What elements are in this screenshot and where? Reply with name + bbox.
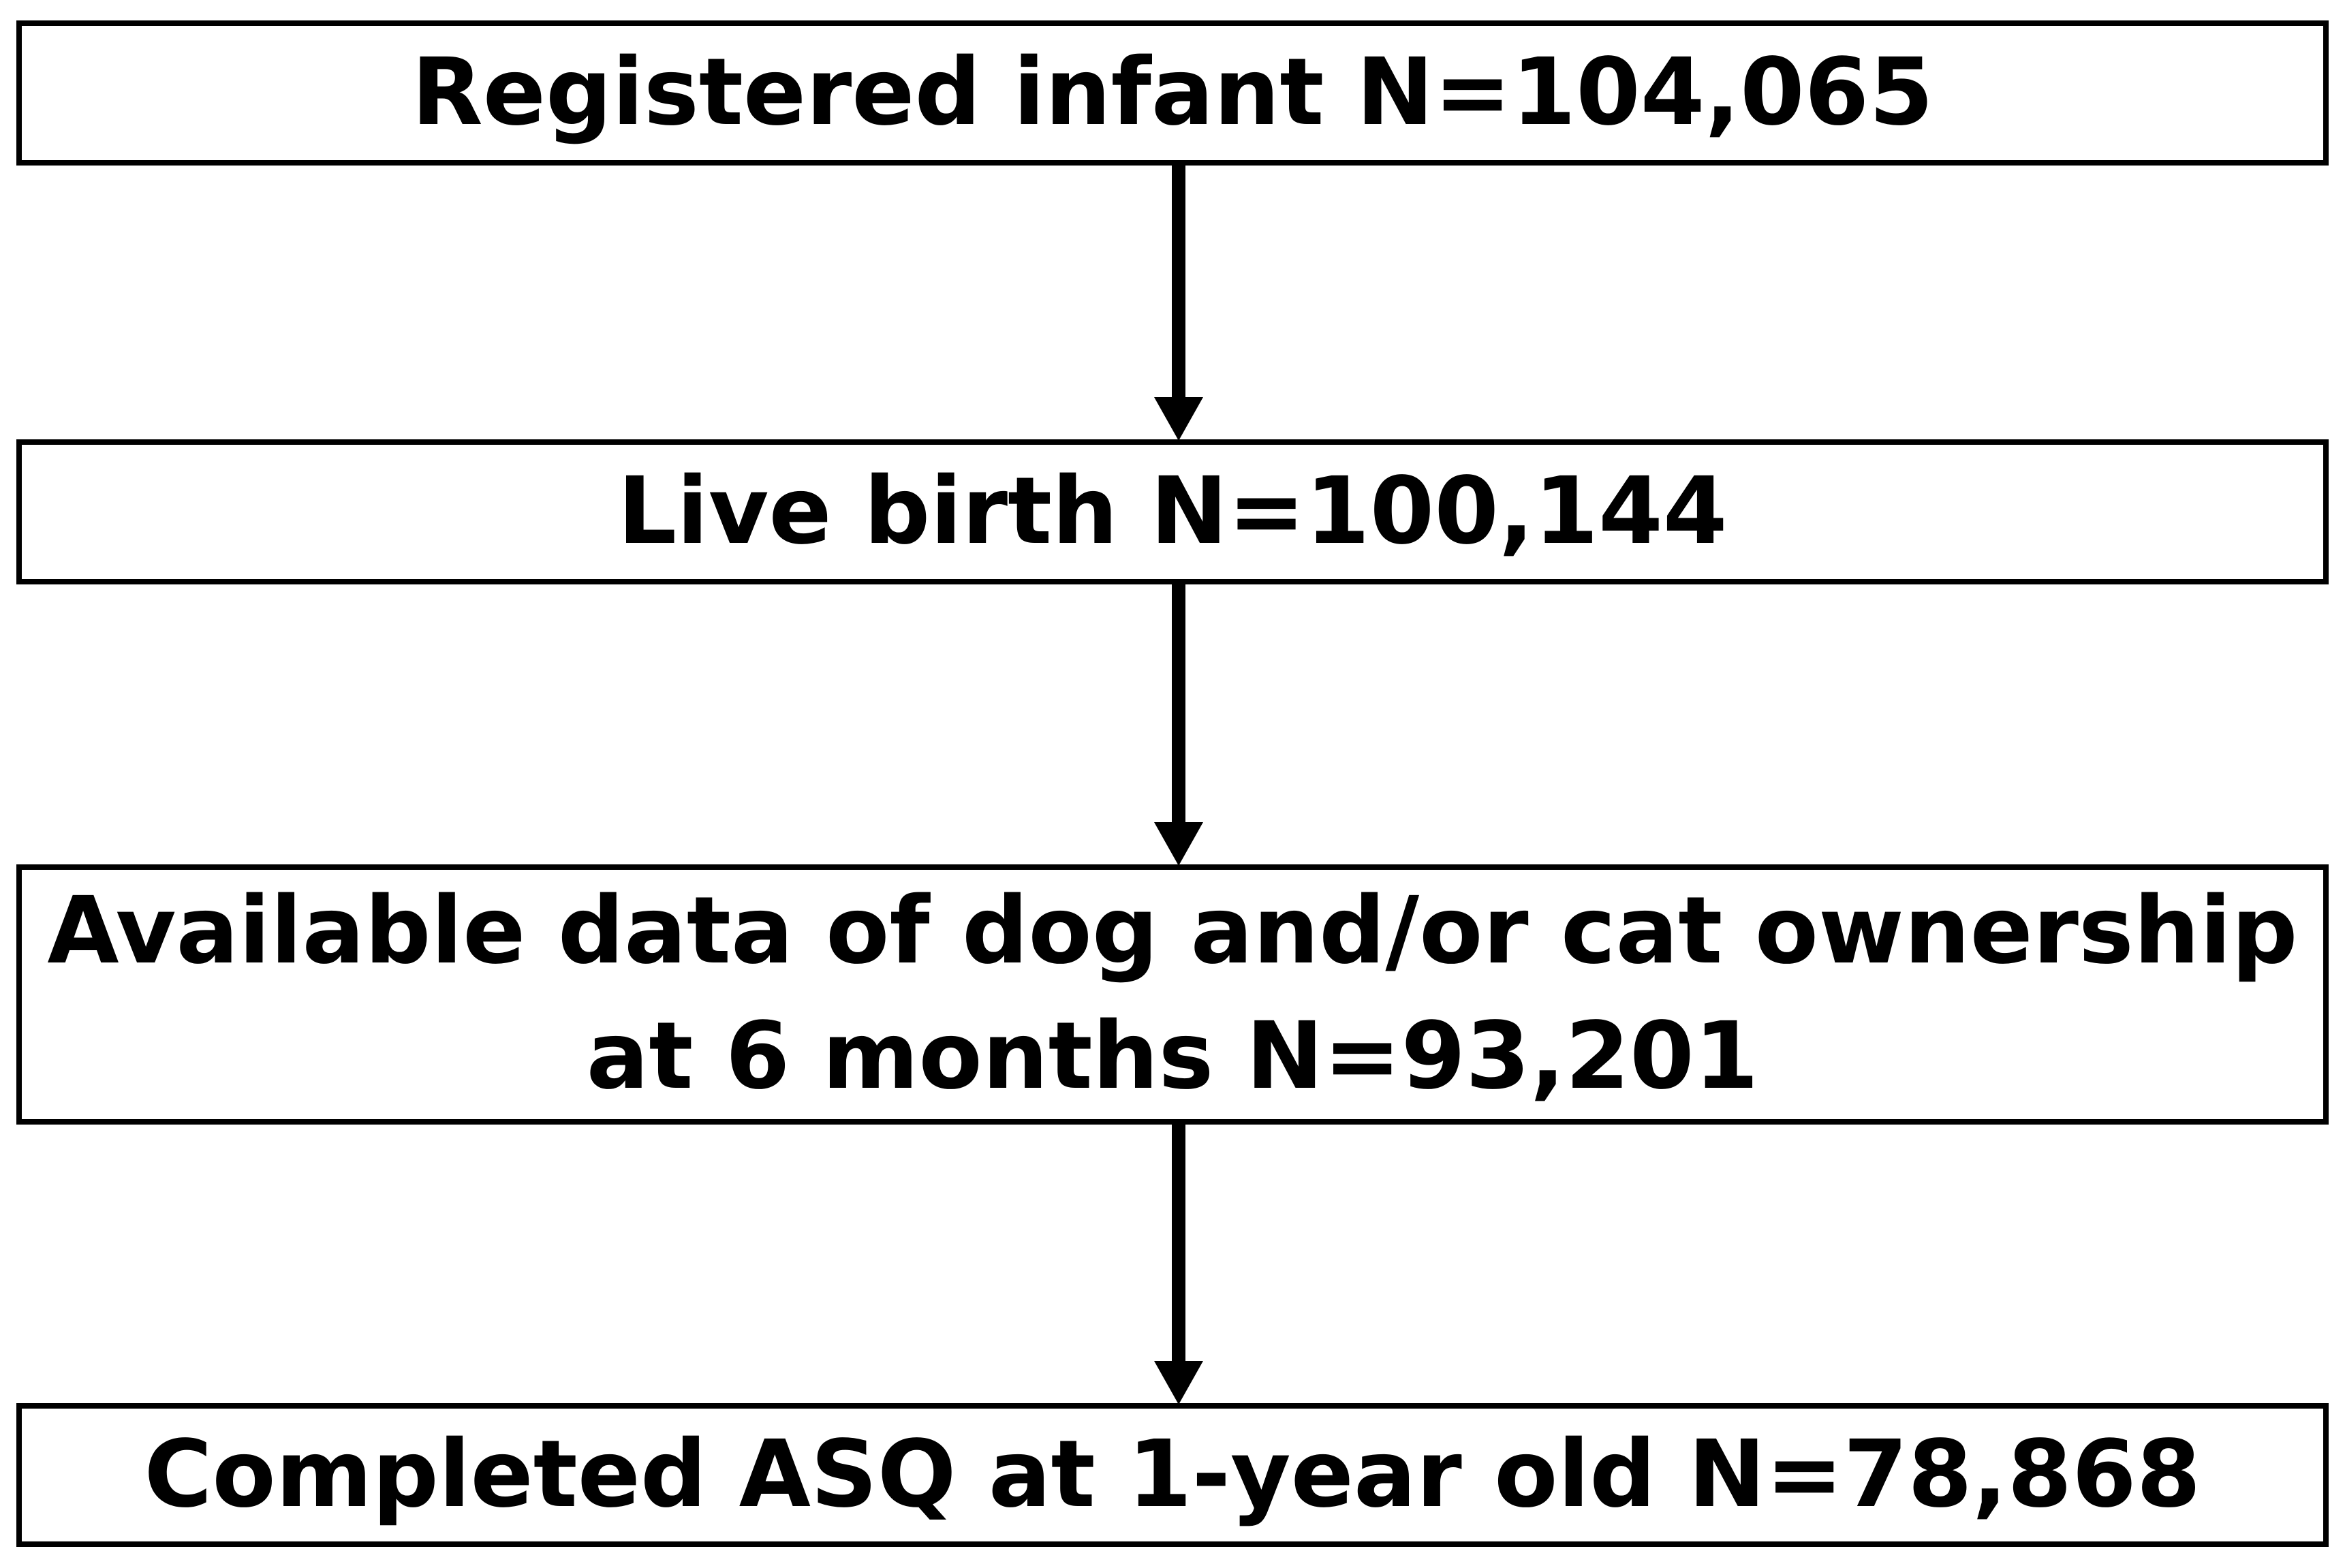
flow-box-label: Available data of dog and/or cat ownersh… — [47, 877, 2298, 1110]
arrow-shaft — [1172, 1125, 1185, 1361]
arrow-shaft — [1172, 166, 1185, 397]
flow-box-live-birth: Live birth N=100,144 — [16, 439, 2329, 584]
arrow-shaft — [1172, 584, 1185, 822]
arrow-head-icon — [1154, 397, 1203, 441]
flow-box-completed-asq: Completed ASQ at 1-year old N=78,868 — [16, 1403, 2329, 1547]
flow-box-label: Registered infant N=104,065 — [411, 38, 1934, 146]
down-arrow-2 — [1154, 584, 1203, 866]
flow-box-ownership-data: Available data of dog and/or cat ownersh… — [16, 864, 2329, 1125]
flow-box-registered-infant: Registered infant N=104,065 — [16, 20, 2329, 166]
flow-box-label: Live birth N=100,144 — [617, 457, 1728, 565]
arrow-head-icon — [1154, 1361, 1203, 1405]
down-arrow-3 — [1154, 1125, 1203, 1405]
flow-box-label: Completed ASQ at 1-year old N=78,868 — [144, 1420, 2201, 1528]
arrow-head-icon — [1154, 822, 1203, 866]
down-arrow-1 — [1154, 166, 1203, 441]
